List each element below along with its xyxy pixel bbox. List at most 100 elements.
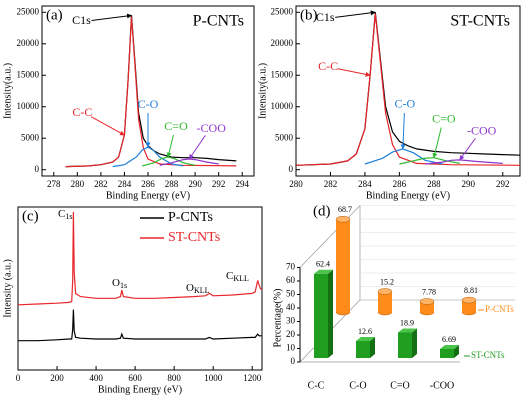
bar-front — [356, 340, 370, 358]
x-tick-label: 290 — [188, 179, 202, 189]
component-label: C-O — [394, 97, 415, 111]
y-axis-label: Percentage(%) — [272, 289, 283, 348]
value-label: 12.6 — [358, 327, 372, 336]
panel-label: (a) — [46, 7, 63, 23]
annotation-arrow — [337, 68, 371, 77]
x-tick-label: 294 — [235, 179, 249, 189]
y-tick-label: 5000 — [275, 132, 294, 142]
panel-title: ST-CNTs — [450, 13, 510, 30]
cylinder-top — [419, 298, 435, 305]
x-tick-label: 292 — [212, 179, 226, 189]
y-tick-label: 10 — [286, 343, 296, 353]
x-tick-label: C=O — [390, 380, 410, 391]
x-tick-label: 1000 — [204, 373, 223, 383]
y-tick-label: 10000 — [271, 101, 294, 111]
x-tick-label: 600 — [128, 373, 142, 383]
peak-label: O1s — [112, 277, 127, 290]
spectrum-line — [65, 16, 237, 168]
y-tick-label: 70 — [286, 262, 296, 272]
plot-frame — [295, 5, 521, 177]
bar-front — [398, 332, 412, 358]
peak-label: OKLL — [186, 282, 210, 295]
y-tick-label: 20000 — [17, 38, 40, 48]
cylinder-top — [335, 216, 351, 223]
bar-top — [398, 328, 417, 333]
value-label: 6.69 — [442, 335, 456, 344]
spectrum-line — [295, 13, 521, 166]
panel-label: (d) — [313, 203, 331, 219]
value-label: 18.9 — [400, 318, 414, 327]
wall-edge — [299, 205, 361, 268]
x-axis-label: Binding Energy (eV) — [98, 384, 182, 395]
x-tick-label: -COO — [430, 380, 454, 391]
peak-label-sub: KLL — [194, 286, 210, 295]
annotation-arrow — [91, 116, 125, 136]
cylinder — [377, 288, 393, 316]
peak-label: C1s — [58, 208, 72, 221]
x-tick-label: 278 — [47, 179, 61, 189]
x-axis-label: Binding Energy (eV) — [106, 190, 190, 201]
component-label: C-C — [318, 59, 338, 73]
spectrum-line — [425, 159, 503, 165]
y-tick-label: 5000 — [21, 132, 40, 142]
spectrum-line — [295, 12, 521, 166]
bar-front — [314, 273, 328, 358]
y-tick-label: 60 — [286, 275, 296, 285]
peak-label-sub: 1s — [120, 281, 127, 290]
annotation-arrow — [432, 127, 442, 159]
x-tick-label: 800 — [167, 373, 181, 383]
y-tick-label: 50 — [286, 289, 296, 299]
x-tick-label: 286 — [141, 179, 155, 189]
annotation-arrow — [188, 135, 206, 160]
cylinder-top — [461, 296, 477, 304]
bar-side — [328, 269, 333, 358]
bar — [398, 328, 417, 358]
x-tick-label: 280 — [289, 179, 303, 189]
y-tick-label: 0 — [35, 164, 40, 174]
peak-label-main: O — [186, 282, 194, 294]
legend-label: ST-CNTs — [168, 230, 220, 245]
peak-label: CKLL — [226, 270, 249, 283]
bar — [314, 269, 333, 358]
x-tick-label: 280 — [71, 179, 85, 189]
cylinder-body — [420, 301, 434, 312]
annotation-arrow — [166, 134, 174, 158]
bar-side — [454, 344, 459, 358]
y-tick-label: 10000 — [17, 101, 40, 111]
spectrum-line — [17, 211, 263, 306]
cylinder — [419, 298, 435, 316]
x-tick-label: 286 — [393, 179, 407, 189]
y-axis-label: Intensity(a.u.) — [2, 63, 13, 119]
x-tick-label: C-O — [349, 380, 366, 391]
bar-side — [370, 336, 375, 358]
bar — [356, 336, 375, 358]
component-label: C-O — [138, 97, 159, 111]
peak-label-main: O — [112, 277, 120, 289]
spectrum-line — [65, 15, 237, 168]
peak-label-main: C — [58, 208, 65, 220]
annotation-arrow — [400, 112, 406, 150]
annotation-arrow — [91, 13, 133, 21]
panel-label: (c) — [22, 208, 39, 224]
component-label: -COO — [197, 121, 227, 135]
y-tick-label: 25000 — [17, 6, 40, 16]
peak-label-main: C — [226, 270, 233, 282]
bar — [440, 344, 459, 358]
x-tick-label: 290 — [462, 179, 476, 189]
series-label: ST-CNTs — [471, 350, 505, 360]
y-axis-label: Intensity(a.u.) — [257, 63, 268, 119]
plot-frame — [17, 206, 263, 371]
cylinder-body — [462, 300, 476, 312]
cylinder — [335, 216, 351, 316]
panel-title: P-CNTs — [193, 13, 244, 30]
cylinder-body — [378, 291, 392, 312]
x-tick-label: 0 — [16, 373, 21, 383]
x-tick-label: 200 — [50, 373, 64, 383]
plot-frame — [41, 5, 255, 177]
x-tick-label: 400 — [89, 373, 103, 383]
spectrum-line — [18, 309, 262, 342]
peak-label-sub: KLL — [233, 274, 249, 283]
y-tick-label: 0 — [289, 164, 294, 174]
cylinder-body — [336, 219, 350, 312]
